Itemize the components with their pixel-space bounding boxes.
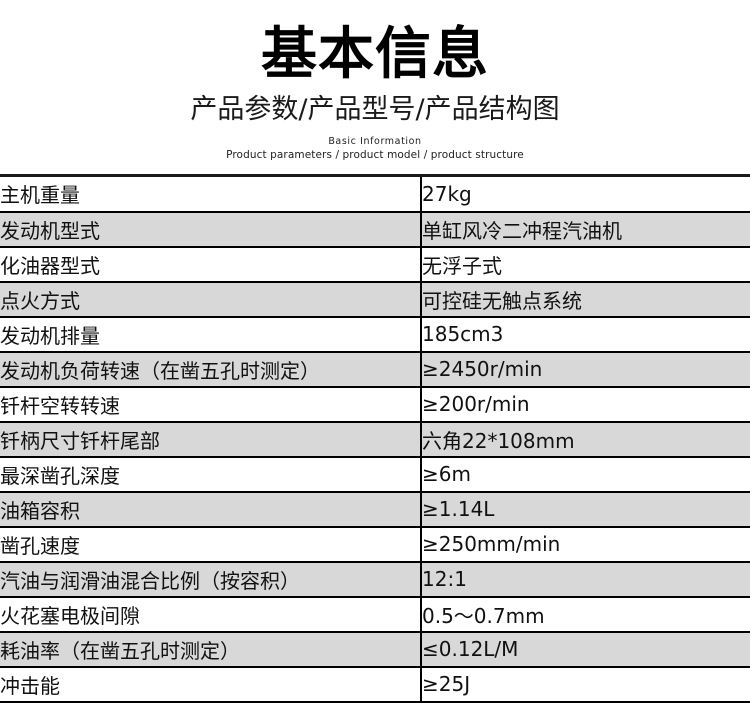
- spec-value-cell: 六角22*108mm: [421, 421, 750, 458]
- spec-value-cell: ≥25J: [421, 666, 750, 703]
- english-title: Basic Information: [328, 136, 422, 148]
- spec-label-cell: 汽油与润滑油混合比例（按容积）: [0, 561, 422, 598]
- spec-label-cell: 发动机型式: [0, 211, 422, 248]
- spec-label-cell: 冲击能: [0, 666, 422, 703]
- spec-value-cell: ≥200r/min: [421, 386, 750, 423]
- spec-value-cell: ≥6m: [421, 456, 750, 493]
- spec-label-cell: 火花塞电极间隙: [0, 596, 422, 633]
- spec-value-cell: ≤0.12L/M: [421, 631, 750, 668]
- spec-label-cell: 发动机负荷转速（在凿五孔时测定）: [0, 351, 422, 388]
- spec-label-cell: 点火方式: [0, 281, 422, 318]
- spec-label-cell: 凿孔速度: [0, 526, 422, 563]
- english-subtitle: Product parameters / product model / pro…: [226, 148, 524, 161]
- spec-label-cell: 油箱容积: [0, 491, 422, 528]
- spec-label-cell: 最深凿孔深度: [0, 456, 422, 493]
- table-row: 火花塞电极间隙 0.5〜0.7mm: [0, 596, 750, 633]
- spec-value-cell: 单缸风冷二冲程汽油机: [421, 211, 750, 248]
- specification-table-body: 主机重量 27kg 发动机型式 单缸风冷二冲程汽油机 化油器型式 无浮子式 点火方式 可控硅无…: [0, 176, 750, 703]
- table-row: 最深凿孔深度 ≥6m: [0, 456, 750, 493]
- table-row: 油箱容积 ≥1.14L: [0, 491, 750, 528]
- page-header: 基本信息 产品参数/产品型号/产品结构图 Basic Information P…: [0, 0, 750, 163]
- spec-value-cell: 27kg: [421, 176, 750, 213]
- table-row: 发动机负荷转速（在凿五孔时测定） ≥2450r/min: [0, 351, 750, 388]
- table-row: 耗油率（在凿五孔时测定） ≤0.12L/M: [0, 631, 750, 668]
- spec-value-cell: 无浮子式: [421, 246, 750, 283]
- spec-label-cell: 主机重量: [0, 176, 422, 213]
- table-row: 发动机排量 185cm3: [0, 316, 750, 353]
- table-row: 汽油与润滑油混合比例（按容积） 12:1: [0, 561, 750, 598]
- spec-label-cell: 耗油率（在凿五孔时测定）: [0, 631, 422, 668]
- table-row: 主机重量 27kg: [0, 176, 750, 213]
- specification-table: 主机重量 27kg 发动机型式 单缸风冷二冲程汽油机 化油器型式 无浮子式 点火方式 可控硅无…: [0, 176, 750, 703]
- table-row: 凿孔速度 ≥250mm/min: [0, 526, 750, 563]
- table-row: 发动机型式 单缸风冷二冲程汽油机: [0, 211, 750, 248]
- spec-value-cell: 12:1: [421, 561, 750, 598]
- spec-value-cell: 可控硅无触点系统: [421, 281, 750, 318]
- page-title: 基本信息: [261, 22, 489, 87]
- spec-value-cell: ≥250mm/min: [421, 526, 750, 563]
- header-divider-rule: [0, 173, 750, 177]
- spec-label-cell: 钎柄尺寸钎杆尾部: [0, 421, 422, 458]
- english-caption-group: Basic Information Product parameters / p…: [0, 136, 750, 162]
- table-row: 冲击能 ≥25J: [0, 666, 750, 703]
- table-row: 钎杆空转转速 ≥200r/min: [0, 386, 750, 423]
- spec-label-cell: 钎杆空转转速: [0, 386, 422, 423]
- spec-label-cell: 发动机排量: [0, 316, 422, 353]
- spec-value-cell: 0.5〜0.7mm: [421, 596, 750, 633]
- table-row: 化油器型式 无浮子式: [0, 246, 750, 283]
- spec-value-cell: ≥2450r/min: [421, 351, 750, 388]
- spec-value-cell: ≥1.14L: [421, 491, 750, 528]
- spec-value-cell: 185cm3: [421, 316, 750, 353]
- spec-label-cell: 化油器型式: [0, 246, 422, 283]
- page-subtitle: 产品参数/产品型号/产品结构图: [190, 94, 560, 126]
- table-row: 点火方式 可控硅无触点系统: [0, 281, 750, 318]
- table-row: 钎柄尺寸钎杆尾部 六角22*108mm: [0, 421, 750, 458]
